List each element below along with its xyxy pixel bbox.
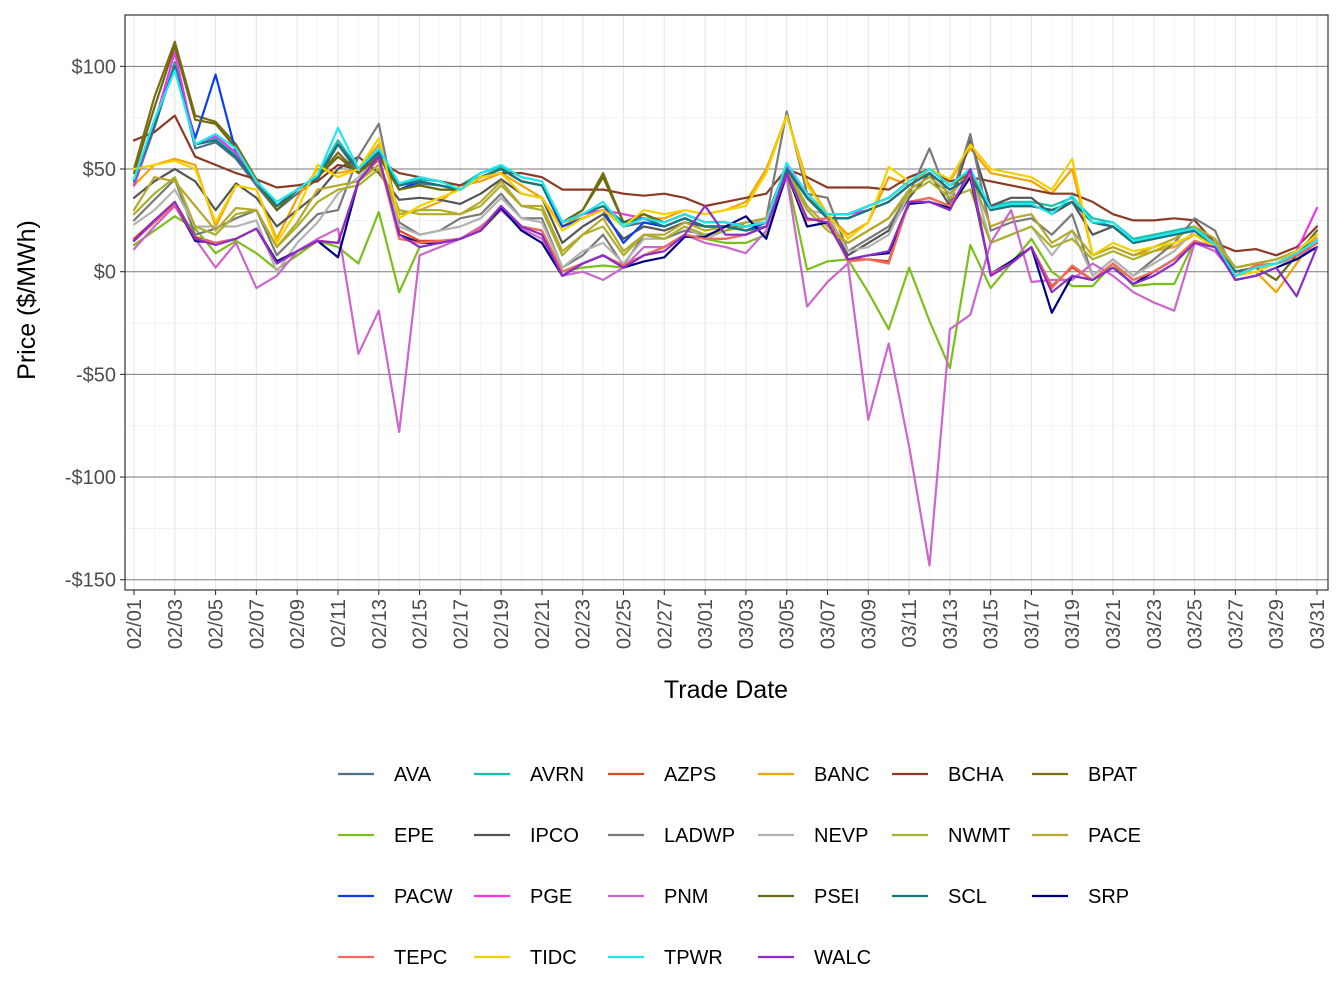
legend-item-avrn: AVRN [474, 764, 584, 786]
x-tick-label: 02/27 [654, 599, 676, 649]
x-tick-label: 02/23 [573, 599, 595, 649]
legend-label: NWMT [948, 825, 1010, 847]
series-line-epe [132, 174, 1319, 370]
legend-item-psei: PSEI [758, 886, 860, 908]
legend-label: TPWR [664, 947, 723, 969]
legend-item-banc: BANC [758, 764, 870, 786]
legend-label: TIDC [530, 947, 577, 969]
x-tick-label: 02/11 [328, 599, 350, 648]
series-line-bcha [132, 114, 1319, 257]
y-axis-title: Price ($/MWh) [13, 220, 41, 380]
legend-item-nwmt: NWMT [892, 825, 1010, 847]
x-tick-label: 03/29 [1266, 599, 1288, 649]
legend-item-tepc: TEPC [338, 947, 447, 969]
legend-label: AVA [394, 764, 432, 786]
legend-item-scl: SCL [892, 886, 987, 908]
legend-item-azps: AZPS [608, 764, 716, 786]
legend-label: PACE [1088, 825, 1141, 847]
legend-label: PNM [664, 886, 708, 908]
legend-item-pacw: PACW [338, 886, 453, 908]
legend-label: WALC [814, 947, 871, 969]
legend-label: BCHA [948, 764, 1004, 786]
x-tick-label: 03/23 [1144, 599, 1166, 649]
x-tick-label: 02/05 [206, 599, 228, 649]
legend-item-tpwr: TPWR [608, 947, 723, 969]
x-tick-label: 03/05 [777, 599, 799, 649]
legend-item-epe: EPE [338, 825, 434, 847]
legend-label: TEPC [394, 947, 447, 969]
legend-item-srp: SRP [1032, 886, 1129, 908]
legend-label: EPE [394, 825, 434, 847]
y-tick-label: $0 [94, 262, 116, 284]
legend-label: NEVP [814, 825, 868, 847]
x-tick-label: 03/19 [1062, 599, 1084, 649]
x-tick-label: 02/09 [287, 599, 309, 649]
series-line-nwmt [132, 167, 1319, 269]
x-tick-label: 03/31 [1307, 599, 1329, 649]
x-tick-label: 02/19 [491, 599, 513, 649]
legend-item-walc: WALC [758, 947, 871, 969]
legend-label: BANC [814, 764, 870, 786]
x-tick-label: 02/21 [532, 599, 554, 649]
legend-item-pnm: PNM [608, 886, 708, 908]
x-tick-label: 02/25 [614, 599, 636, 649]
y-tick-label: $100 [72, 56, 117, 78]
legend-label: IPCO [530, 825, 579, 847]
y-axis: $100 $50 $0 -$50 -$100 -$150 [65, 56, 125, 592]
x-tick-label: 02/13 [369, 599, 391, 649]
x-tick-label: 03/03 [736, 599, 758, 649]
legend-item-ipco: IPCO [474, 825, 579, 847]
series-line-tpwr [132, 69, 1319, 277]
series-line-tidc [132, 114, 1319, 277]
x-tick-label: 03/25 [1185, 599, 1207, 649]
legend-label: AVRN [530, 764, 584, 786]
legend-label: PSEI [814, 886, 860, 908]
legend-item-ava: AVA [338, 764, 432, 786]
series-line-walc [132, 155, 1319, 298]
legend-label: LADWP [664, 825, 735, 847]
y-tick-label: -$100 [65, 467, 116, 489]
legend-item-bpat: BPAT [1032, 764, 1137, 786]
x-tick-label: 02/15 [410, 599, 432, 649]
legend-label: SRP [1088, 886, 1129, 908]
x-tick-label: 03/21 [1103, 599, 1125, 649]
series-line-pnm [132, 176, 1319, 567]
legend-label: BPAT [1088, 764, 1137, 786]
x-tick-label: 03/07 [817, 599, 839, 649]
x-axis: 02/01 02/03 02/05 02/07 02/09 02/11 02/13 02/15… [124, 590, 1329, 649]
x-tick-label: 02/01 [124, 599, 146, 649]
x-tick-label: 03/27 [1225, 599, 1247, 649]
x-tick-label: 03/09 [858, 599, 880, 649]
legend: AVA AVRN AZPS BANC BCHA BPAT EPE IPCO LADWP NEVP N… [338, 764, 1141, 969]
legend-item-pace: PACE [1032, 825, 1141, 847]
x-axis-title: Trade Date [664, 676, 788, 704]
y-tick-label: -$150 [65, 570, 116, 592]
legend-label: AZPS [664, 764, 716, 786]
x-tick-label: 02/17 [450, 599, 472, 649]
legend-item-nevp: NEVP [758, 825, 868, 847]
legend-item-pge: PGE [474, 886, 572, 908]
legend-label: PGE [530, 886, 572, 908]
y-tick-label: $50 [83, 159, 116, 181]
x-tick-label: 03/13 [940, 599, 962, 649]
legend-label: PACW [394, 886, 453, 908]
legend-item-bcha: BCHA [892, 764, 1004, 786]
panel-border [124, 14, 1329, 591]
x-tick-label: 03/15 [981, 599, 1003, 649]
x-tick-label: 02/07 [246, 599, 268, 649]
x-tick-label: 03/17 [1021, 599, 1043, 649]
y-tick-label: -$50 [76, 364, 116, 386]
x-tick-label: 03/11 [899, 599, 921, 648]
x-tick-label: 03/01 [695, 599, 717, 649]
legend-item-ladwp: LADWP [608, 825, 735, 847]
x-tick-label: 02/03 [165, 599, 187, 649]
series-lines [132, 40, 1319, 567]
grid [125, 14, 1328, 590]
legend-item-tidc: TIDC [474, 947, 577, 969]
legend-label: SCL [948, 886, 987, 908]
